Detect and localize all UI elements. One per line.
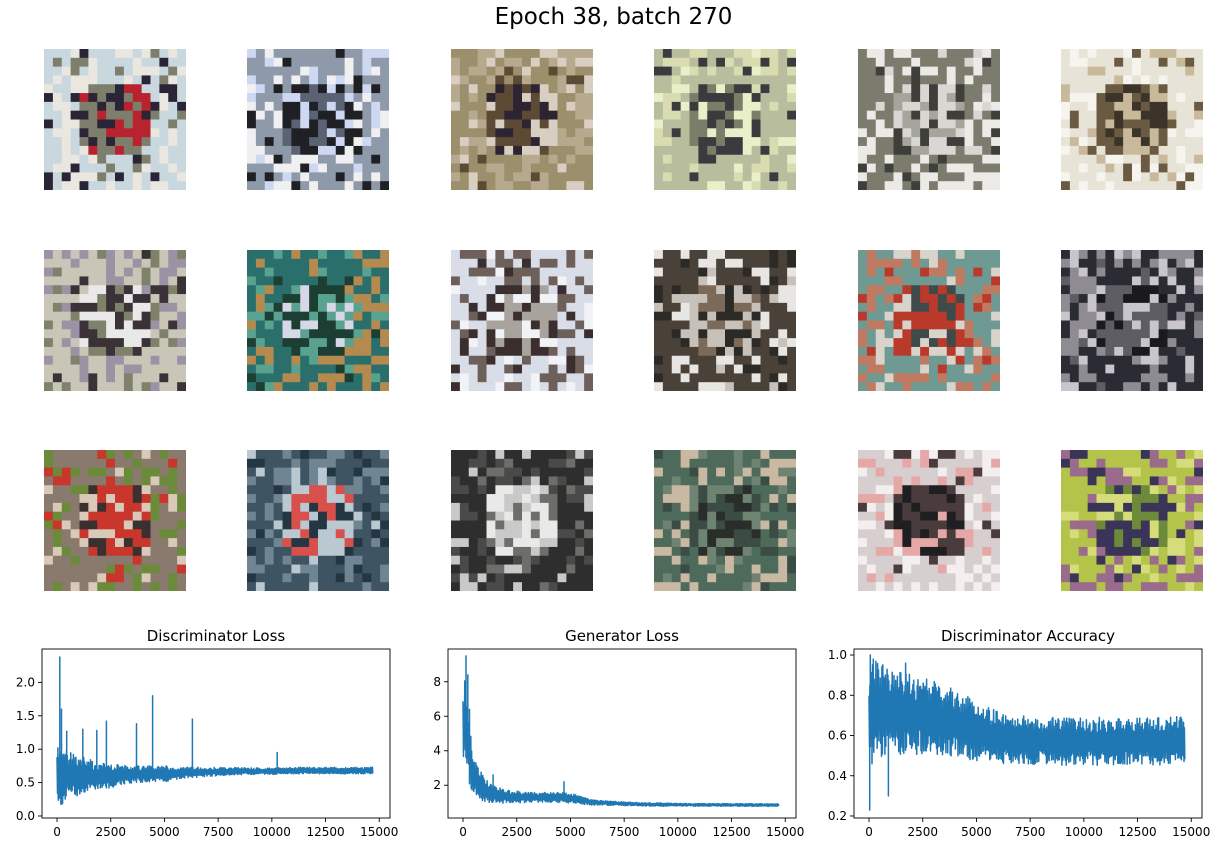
y-tick-label: 1.0	[16, 742, 35, 756]
x-tick-label: 0	[865, 825, 873, 839]
chart-3: Discriminator Accuracy 0 2500 5000 7500 10000…	[828, 627, 1210, 839]
y-tick-label: 0.4	[828, 769, 847, 783]
y-tick-label: 6	[433, 709, 441, 723]
x-tick-label: 10000	[659, 825, 697, 839]
x-tick-label: 7500	[203, 825, 234, 839]
x-tick-label: 2500	[907, 825, 938, 839]
chart-title: Discriminator Accuracy	[941, 627, 1115, 645]
chart-title: Generator Loss	[565, 627, 679, 645]
x-tick-label: 0	[459, 825, 467, 839]
sample-image-5	[858, 49, 1000, 190]
series-line	[868, 654, 1186, 811]
series-line	[462, 655, 780, 808]
sample-image-9	[451, 250, 593, 391]
y-tick-label: 1.0	[828, 648, 847, 662]
x-tick-label: 12500	[712, 825, 750, 839]
y-tick-label: 1.5	[16, 709, 35, 723]
x-tick-label: 10000	[1065, 825, 1103, 839]
x-tick-label: 5000	[961, 825, 992, 839]
y-tick-label: 2	[433, 778, 441, 792]
sample-image-11	[858, 250, 1000, 391]
sample-image-18	[1061, 450, 1203, 591]
x-tick-label: 7500	[609, 825, 640, 839]
y-tick-label: 0.6	[828, 729, 847, 743]
chart-2: Generator Loss 0 2500 5000 7500 10000 12500 150…	[433, 627, 804, 839]
x-tick-label: 15000	[766, 825, 804, 839]
x-tick-label: 15000	[1172, 825, 1210, 839]
x-tick-label: 5000	[555, 825, 586, 839]
y-tick-label: 0.5	[16, 776, 35, 790]
sample-image-8	[247, 250, 389, 391]
x-tick-label: 7500	[1015, 825, 1046, 839]
y-tick-label: 2.0	[16, 675, 35, 689]
x-tick-label: 5000	[149, 825, 180, 839]
figure-title: Epoch 38, batch 270	[494, 4, 733, 30]
sample-image-3	[451, 49, 593, 190]
sample-image-15	[451, 450, 593, 591]
sample-image-16	[654, 450, 796, 591]
x-tick-label: 10000	[253, 825, 291, 839]
sample-image-2	[247, 49, 389, 190]
y-tick-label: 0.8	[828, 688, 847, 702]
plot-frame	[853, 648, 1203, 819]
sample-image-14	[247, 450, 389, 591]
sample-image-17	[858, 450, 1000, 591]
chart-title: Discriminator Loss	[147, 627, 286, 645]
sample-image-6	[1061, 49, 1203, 190]
y-tick-label: 4	[433, 744, 441, 758]
sample-image-10	[654, 250, 796, 391]
plot-frame	[447, 648, 797, 819]
x-tick-label: 2500	[95, 825, 126, 839]
plot-frame	[41, 648, 391, 819]
series-line	[56, 656, 374, 805]
sample-image-13	[44, 450, 186, 591]
x-tick-label: 2500	[501, 825, 532, 839]
sample-image-1	[44, 49, 186, 190]
sample-image-12	[1061, 250, 1203, 391]
y-tick-label: 8	[433, 675, 441, 689]
x-tick-label: 0	[53, 825, 61, 839]
sample-image-4	[654, 49, 796, 190]
x-tick-label: 12500	[306, 825, 344, 839]
sample-image-7	[44, 250, 186, 391]
y-tick-label: 0.2	[828, 809, 847, 823]
x-tick-label: 15000	[360, 825, 398, 839]
chart-1: Discriminator Loss 0 2500 5000 7500 10000 1250…	[16, 627, 398, 839]
y-tick-label: 0.0	[16, 809, 35, 823]
x-tick-label: 12500	[1118, 825, 1156, 839]
